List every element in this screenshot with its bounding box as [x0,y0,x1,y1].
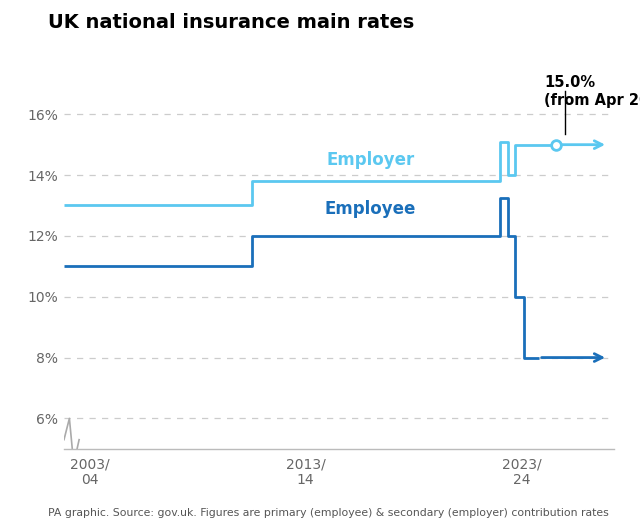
Text: 15.0%
(from Apr 2025): 15.0% (from Apr 2025) [544,75,640,108]
Text: Employer: Employer [326,151,415,169]
Text: UK national insurance main rates: UK national insurance main rates [48,13,414,32]
Text: Employee: Employee [325,200,416,218]
Text: PA graphic. Source: gov.uk. Figures are primary (employee) & secondary (employer: PA graphic. Source: gov.uk. Figures are … [48,508,609,518]
